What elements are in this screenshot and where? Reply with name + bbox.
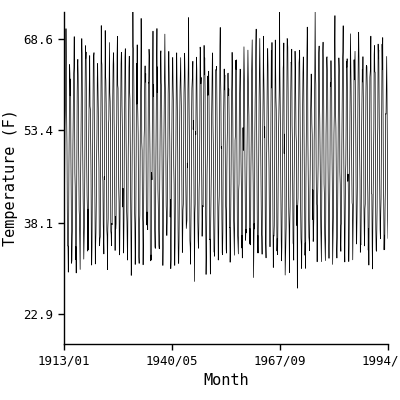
Y-axis label: Temperature (F): Temperature (F) [3,110,18,246]
X-axis label: Month: Month [203,373,249,388]
